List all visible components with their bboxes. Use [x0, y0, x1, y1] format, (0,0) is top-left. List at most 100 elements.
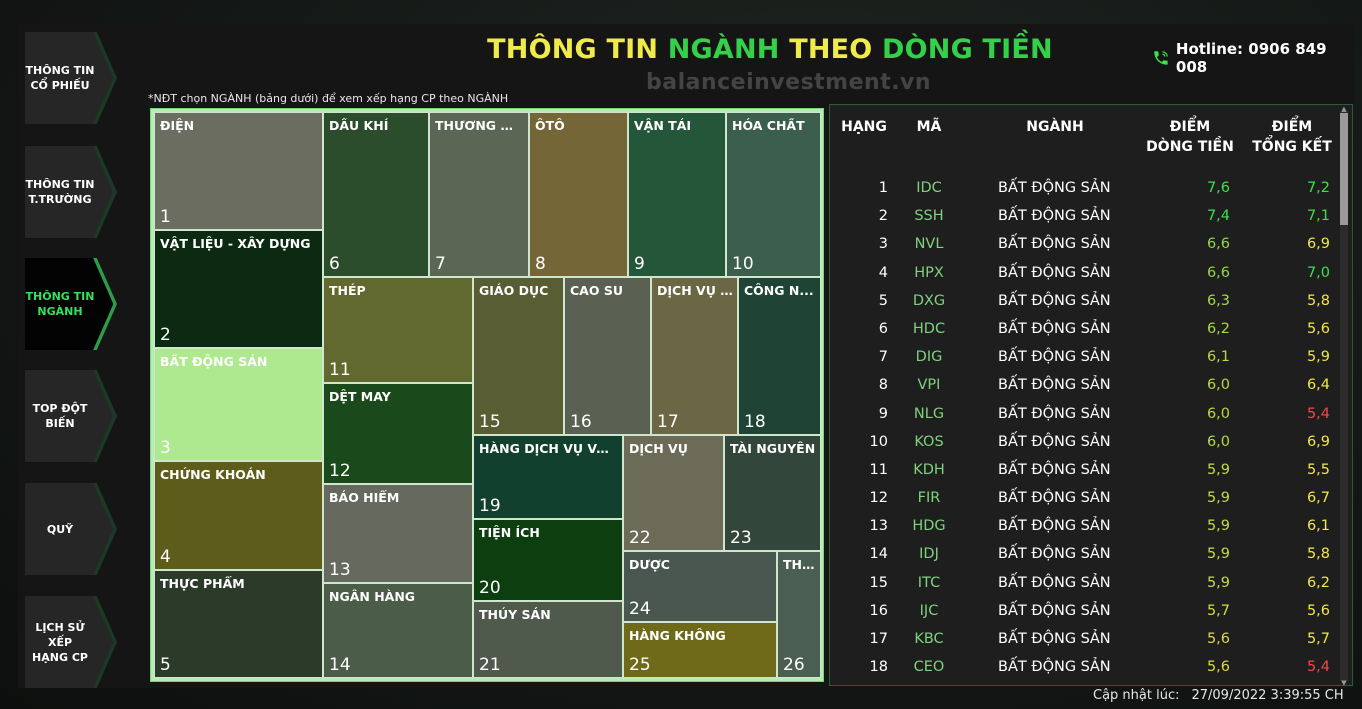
- cell-rank: 16: [869, 602, 888, 619]
- phone-icon: [1154, 51, 1168, 65]
- table-row[interactable]: 16 IJC BẤT ĐỘNG SẢN 5,7 5,6: [830, 597, 1352, 625]
- treemap-tile[interactable]: HÓA CHẤT 10: [726, 112, 821, 277]
- table-row[interactable]: 7 DIG BẤT ĐỘNG SẢN 6,1 5,9: [830, 343, 1352, 371]
- table-row[interactable]: 12 FIR BẤT ĐỘNG SẢN 5,9 6,7: [830, 484, 1352, 512]
- cell-code: KOS: [914, 433, 944, 450]
- cell-cashflow-score: 6,0: [1206, 405, 1230, 422]
- cell-code: VPI: [917, 377, 941, 394]
- treemap-tile[interactable]: TÀI NGUYÊN 23: [724, 435, 821, 551]
- nav-ranking-history[interactable]: LỊCH SỬ XẾP HẠNG CP: [25, 596, 117, 688]
- nav-top-breakout[interactable]: TOP ĐỘT BIẾN: [25, 370, 117, 462]
- tile-name: THƯƠNG MẠI: [435, 118, 524, 133]
- treemap-tile[interactable]: DỊCH VỤ 22: [623, 435, 724, 551]
- nav-industry-info[interactable]: THÔNG TIN NGÀNH: [25, 258, 117, 350]
- nav-market-info[interactable]: THÔNG TIN T.TRƯỜNG: [25, 146, 117, 238]
- treemap-tile[interactable]: NGÂN HÀNG 14: [323, 583, 473, 678]
- cell-rank: 3: [878, 236, 888, 253]
- treemap-tile[interactable]: BẤT ĐỘNG SẢN 3: [154, 348, 323, 461]
- table-body: 1 IDC BẤT ĐỘNG SẢN 7,6 7,2 2 SSH BẤT ĐỘNG SẢN 7,…: [830, 174, 1352, 681]
- table-row[interactable]: 9 NLG BẤT ĐỘNG SẢN 6,0 5,4: [830, 400, 1352, 428]
- col-total-header[interactable]: ĐIỂM TỔNG KẾT: [1252, 119, 1332, 155]
- treemap-tile[interactable]: TH... 26: [777, 551, 821, 678]
- table-row[interactable]: 1 IDC BẤT ĐỘNG SẢN 7,6 7,2: [830, 174, 1352, 202]
- cell-code: FIR: [917, 490, 941, 507]
- cell-total-score: 5,4: [1306, 659, 1330, 676]
- nav-funds[interactable]: QUỸ: [25, 483, 117, 575]
- hotline[interactable]: Hotline: 0906 849 008: [1152, 40, 1362, 76]
- col-rank-header[interactable]: HẠNG: [841, 119, 887, 135]
- tile-rank: 6: [329, 254, 340, 274]
- tile-name: THỦY SẢN: [479, 607, 551, 622]
- treemap-tile[interactable]: VẬT LIỆU - XÂY DỰNG 2: [154, 230, 323, 348]
- col-code-header[interactable]: MÃ: [916, 119, 942, 135]
- table-scrollbar[interactable]: ▲ ▼: [1340, 105, 1348, 687]
- cell-cashflow-score: 6,0: [1206, 433, 1230, 450]
- scroll-up-icon[interactable]: ▲: [1341, 105, 1347, 113]
- scroll-down-icon[interactable]: ▼: [1341, 679, 1347, 687]
- cell-rank: 13: [869, 518, 888, 535]
- tile-rank: 14: [329, 655, 351, 675]
- table-row[interactable]: 4 HPX BẤT ĐỘNG SẢN 6,6 7,0: [830, 259, 1352, 287]
- tile-name: BẤT ĐỘNG SẢN: [160, 354, 268, 369]
- tile-rank: 26: [783, 655, 805, 675]
- table-row[interactable]: 5 DXG BẤT ĐỘNG SẢN 6,3 5,8: [830, 287, 1352, 315]
- cell-code: HDC: [912, 320, 946, 337]
- table-row[interactable]: 13 HDG BẤT ĐỘNG SẢN 5,9 6,1: [830, 512, 1352, 540]
- treemap-tile[interactable]: DỆT MAY 12: [323, 383, 473, 484]
- instruction-note: *NĐT chọn NGÀNH (bảng dưới) để xem xếp h…: [148, 92, 509, 105]
- treemap-tile[interactable]: THỦY SẢN 21: [473, 601, 623, 678]
- tile-name: DỊCH VỤ T...: [657, 283, 733, 298]
- cell-total-score: 5,9: [1306, 349, 1330, 366]
- nav-label: THÔNG TIN T.TRƯỜNG: [25, 178, 95, 206]
- treemap-tile[interactable]: CÔNG N... 18: [738, 277, 821, 435]
- treemap-tile[interactable]: HÀNG DỊCH VỤ VÀ ... 19: [473, 435, 623, 519]
- nav-label: THÔNG TIN CỔ PHIẾU: [25, 64, 95, 92]
- table-row[interactable]: 18 CEO BẤT ĐỘNG SẢN 5,6 5,4: [830, 653, 1352, 681]
- col-industry-header[interactable]: NGÀNH: [1026, 119, 1084, 135]
- nav-label: QUỸ: [46, 522, 74, 536]
- treemap-tile[interactable]: CHỨNG KHOÁN 4: [154, 461, 323, 570]
- treemap-tile[interactable]: ĐIỆN 1: [154, 112, 323, 230]
- cell-rank: 15: [869, 574, 888, 591]
- treemap-tile[interactable]: CAO SU 16: [564, 277, 651, 435]
- cell-industry: BẤT ĐỘNG SẢN: [998, 659, 1111, 676]
- scrollbar-thumb[interactable]: [1340, 113, 1348, 225]
- treemap-tile[interactable]: THỰC PHẨM 5: [154, 570, 323, 678]
- nav-stock-info[interactable]: THÔNG TIN CỔ PHIẾU: [25, 32, 117, 124]
- cell-code: IJC: [919, 602, 939, 619]
- table-row[interactable]: 3 NVL BẤT ĐỘNG SẢN 6,6 6,9: [830, 230, 1352, 258]
- cell-industry: BẤT ĐỘNG SẢN: [998, 518, 1111, 535]
- treemap-tile[interactable]: ÔTÔ 8: [529, 112, 628, 277]
- cell-rank: 2: [878, 208, 888, 225]
- table-row[interactable]: 8 VPI BẤT ĐỘNG SẢN 6,0 6,4: [830, 371, 1352, 399]
- treemap-tile[interactable]: DỊCH VỤ T... 17: [651, 277, 738, 435]
- cell-total-score: 5,6: [1306, 602, 1330, 619]
- table-row[interactable]: 17 KBC BẤT ĐỘNG SẢN 5,6 5,7: [830, 625, 1352, 653]
- cell-rank: 1: [878, 180, 888, 196]
- treemap-tile[interactable]: DƯỢC 24: [623, 551, 777, 622]
- cell-total-score: 7,0: [1306, 264, 1330, 281]
- tile-rank: 23: [730, 528, 752, 548]
- cell-total-score: 6,1: [1306, 518, 1330, 535]
- last-updated-label: Cập nhật lúc:: [1093, 688, 1180, 703]
- last-updated-value: 27/09/2022 3:39:55 CH: [1191, 688, 1344, 703]
- treemap-tile[interactable]: THÉP 11: [323, 277, 473, 383]
- cell-cashflow-score: 6,6: [1206, 236, 1230, 253]
- cell-total-score: 6,7: [1306, 490, 1330, 507]
- cell-code: IDC: [916, 180, 942, 196]
- table-row[interactable]: 2 SSH BẤT ĐỘNG SẢN 7,4 7,1: [830, 202, 1352, 230]
- treemap-tile[interactable]: THƯƠNG MẠI 7: [429, 112, 529, 277]
- table-row[interactable]: 11 KDH BẤT ĐỘNG SẢN 5,9 5,5: [830, 456, 1352, 484]
- cell-rank: 11: [869, 461, 888, 478]
- col-cashflow-header[interactable]: ĐIỂM DÒNG TIỀN: [1146, 119, 1234, 155]
- treemap-tile[interactable]: BẢO HIỂM 13: [323, 484, 473, 583]
- table-row[interactable]: 10 KOS BẤT ĐỘNG SẢN 6,0 6,9: [830, 428, 1352, 456]
- treemap-tile[interactable]: GIÁO DỤC 15: [473, 277, 564, 435]
- treemap-tile[interactable]: DẦU KHÍ 6: [323, 112, 429, 277]
- treemap-tile[interactable]: HÀNG KHÔNG 25: [623, 622, 777, 678]
- table-row[interactable]: 14 IDJ BẤT ĐỘNG SẢN 5,9 5,8: [830, 540, 1352, 568]
- table-row[interactable]: 15 ITC BẤT ĐỘNG SẢN 5,9 6,2: [830, 569, 1352, 597]
- treemap-tile[interactable]: TIỆN ÍCH 20: [473, 519, 623, 601]
- treemap-tile[interactable]: VẬN TẢI 9: [628, 112, 726, 277]
- table-row[interactable]: 6 HDC BẤT ĐỘNG SẢN 6,2 5,6: [830, 315, 1352, 343]
